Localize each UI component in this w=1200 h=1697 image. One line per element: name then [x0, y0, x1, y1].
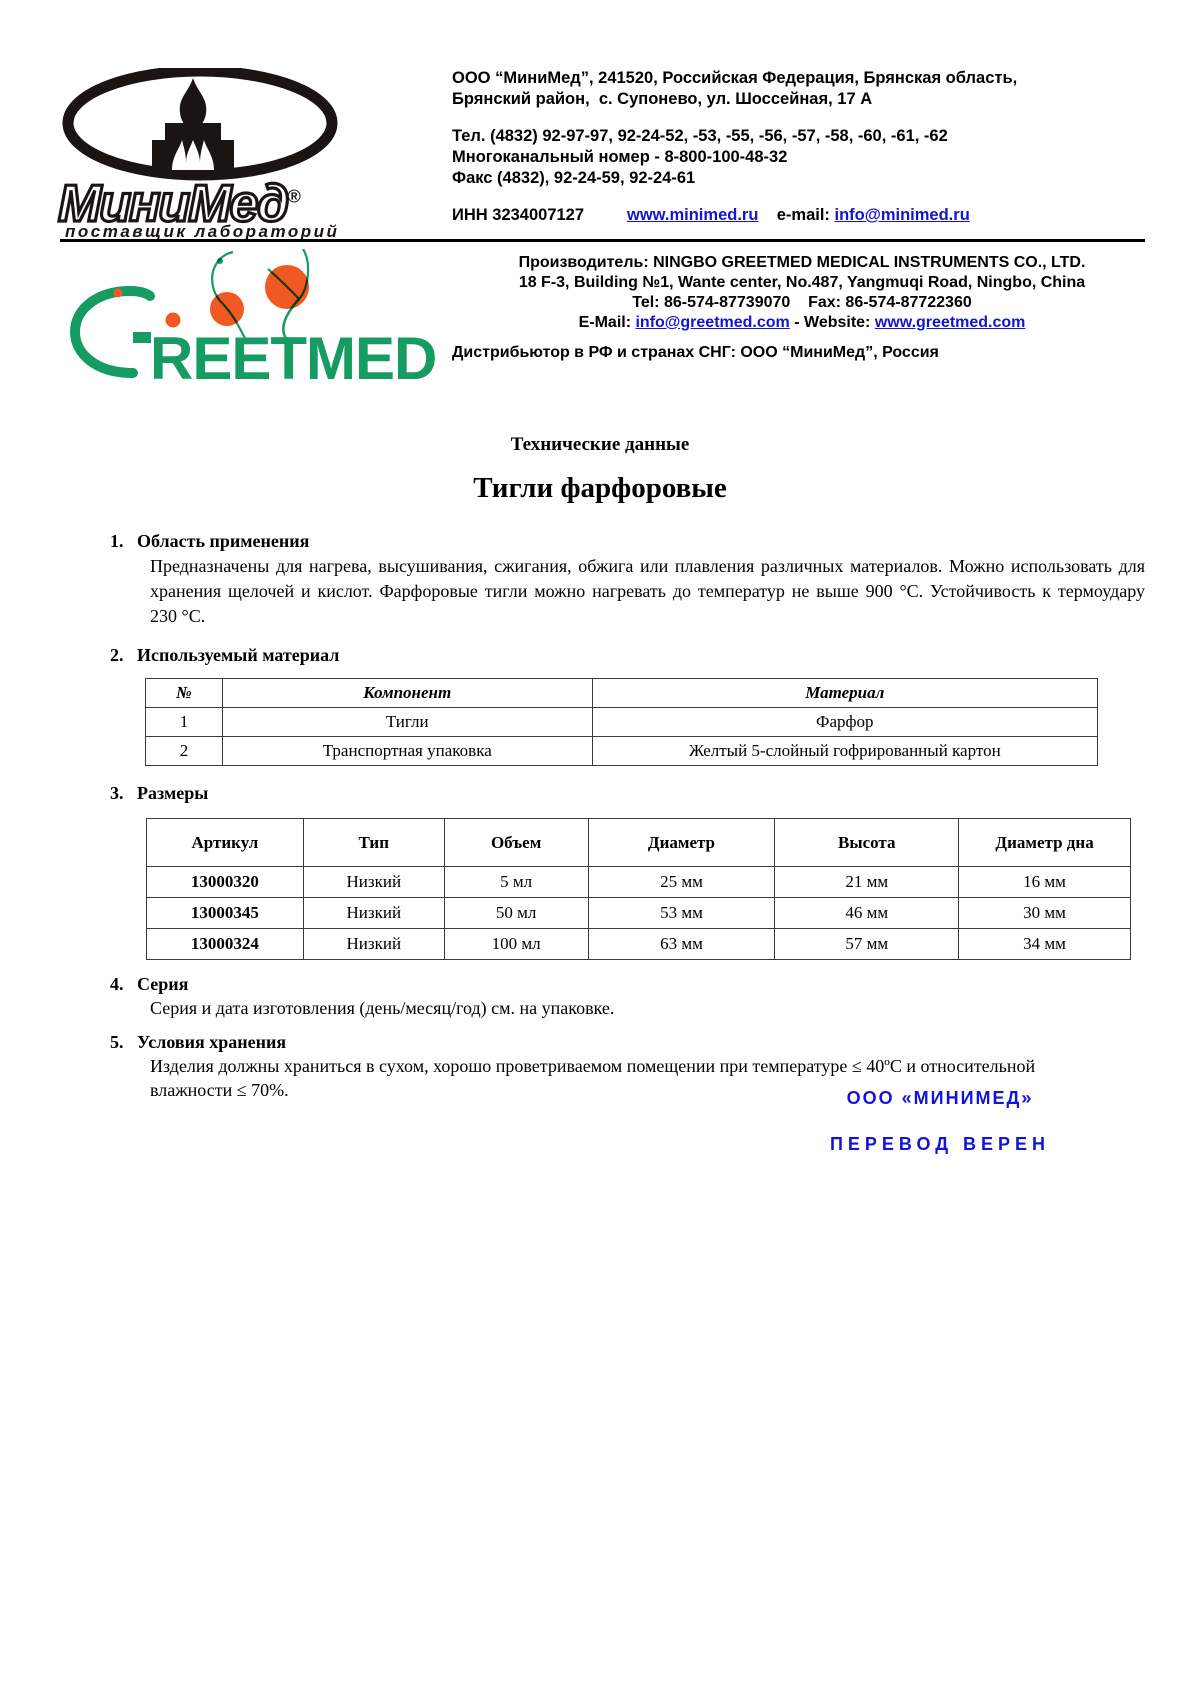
svg-text:REETMED: REETMED [150, 325, 436, 389]
